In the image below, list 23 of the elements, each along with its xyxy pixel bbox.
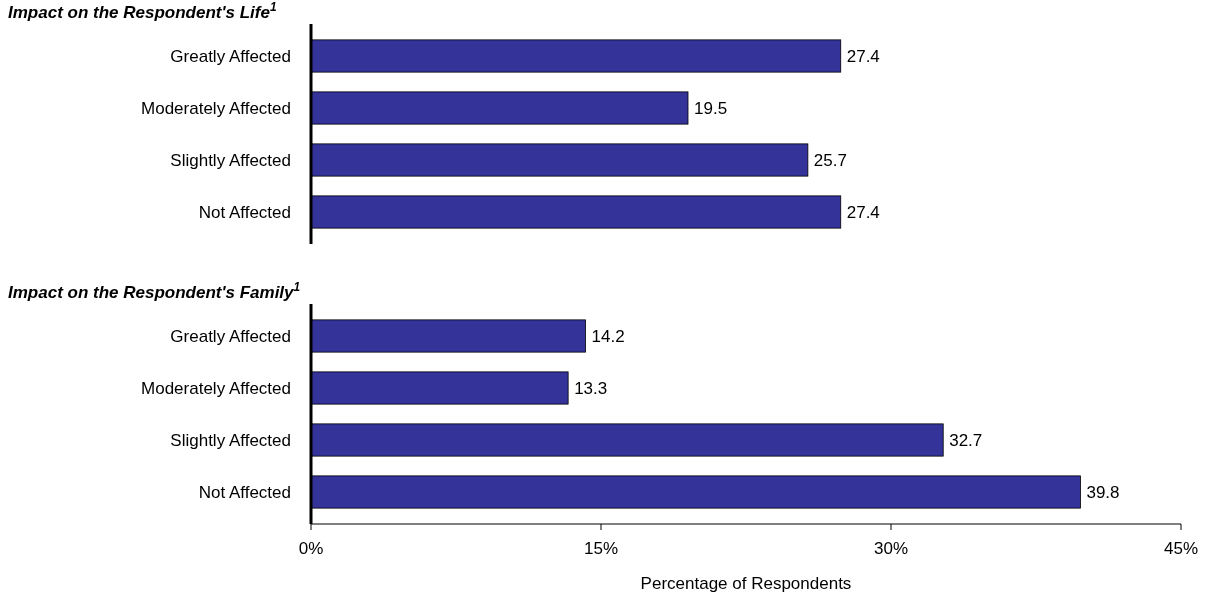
x-tick-label: 45% — [1163, 539, 1199, 558]
y-tick-label: Not Affected — [198, 202, 291, 222]
x-axis-title: Percentage of Respondents — [640, 574, 852, 593]
data-label: 19.5 — [694, 98, 728, 118]
data-label: 13.3 — [574, 378, 608, 398]
x-tick-label: 0% — [298, 539, 324, 558]
data-label: 25.7 — [813, 150, 847, 170]
y-tick-label: Moderately Affected — [141, 378, 291, 398]
y-tick-label: Moderately Affected — [141, 98, 291, 118]
text: Impact on the Respondent's Family$^{1}$ — [8, 280, 301, 302]
text: Impact on the Respondent's Life$^{1}$ — [8, 0, 277, 22]
y-tick-label: Not Affected — [198, 482, 291, 502]
x-tick-label: 30% — [873, 539, 909, 558]
y-tick-label: Slightly Affected — [170, 430, 291, 450]
y-tick-label: Slightly Affected — [170, 150, 291, 170]
y-tick-label: Greatly Affected — [170, 326, 291, 346]
data-label: 27.4 — [846, 202, 880, 222]
y-tick-label: Greatly Affected — [170, 46, 291, 66]
data-label: 14.2 — [591, 326, 625, 346]
data-label: 39.8 — [1086, 482, 1120, 502]
x-tick-label: 15% — [583, 539, 619, 558]
data-label: 32.7 — [949, 430, 983, 450]
data-label: 27.4 — [846, 46, 880, 66]
